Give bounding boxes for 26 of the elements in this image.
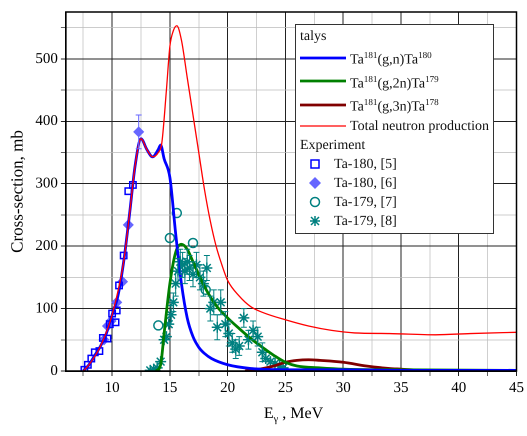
x-tick-label: 10 bbox=[104, 380, 120, 396]
legend-title: talys bbox=[300, 28, 328, 46]
x-tick-label: 30 bbox=[336, 380, 351, 396]
y-tick-label: 300 bbox=[35, 176, 58, 192]
legend-label: Ta-179, [7] bbox=[334, 194, 397, 212]
legend-label: Ta-179, [8] bbox=[334, 212, 397, 231]
legend-label: Total neutron production bbox=[350, 118, 489, 136]
legend-label: Ta$^{181}$(g,3n)Ta$^{178}$ bbox=[350, 96, 439, 117]
y-axis-title: Cross-section, mb bbox=[8, 130, 27, 253]
y-tick-label: 500 bbox=[35, 50, 58, 67]
x-tick-label: 35 bbox=[393, 380, 408, 396]
legend-label: Ta$^{181}$(g,n)Ta$^{180}$ bbox=[350, 49, 432, 70]
x-axis-title: E$_{γ}$ , MeV bbox=[262, 405, 324, 426]
y-tick-label: 0 bbox=[50, 362, 58, 379]
annotation: Experiment bbox=[300, 136, 366, 155]
x-tick-label: 45 bbox=[509, 380, 524, 396]
y-tick-label: 100 bbox=[35, 300, 58, 317]
legend-label: Ta$^{181}$(g,2n)Ta$^{179}$ bbox=[350, 72, 439, 94]
x-tick-label: 25 bbox=[278, 380, 293, 396]
legend-label: Ta-180, [6] bbox=[334, 174, 397, 193]
y-tick-label: 200 bbox=[35, 238, 58, 254]
x-tick-label: 20 bbox=[220, 380, 236, 396]
legend-label: Ta-180, [5] bbox=[334, 156, 397, 174]
x-tick-label: 40 bbox=[451, 380, 466, 396]
y-tick-label: 400 bbox=[35, 113, 58, 130]
x-tick-label: 15 bbox=[162, 380, 178, 396]
